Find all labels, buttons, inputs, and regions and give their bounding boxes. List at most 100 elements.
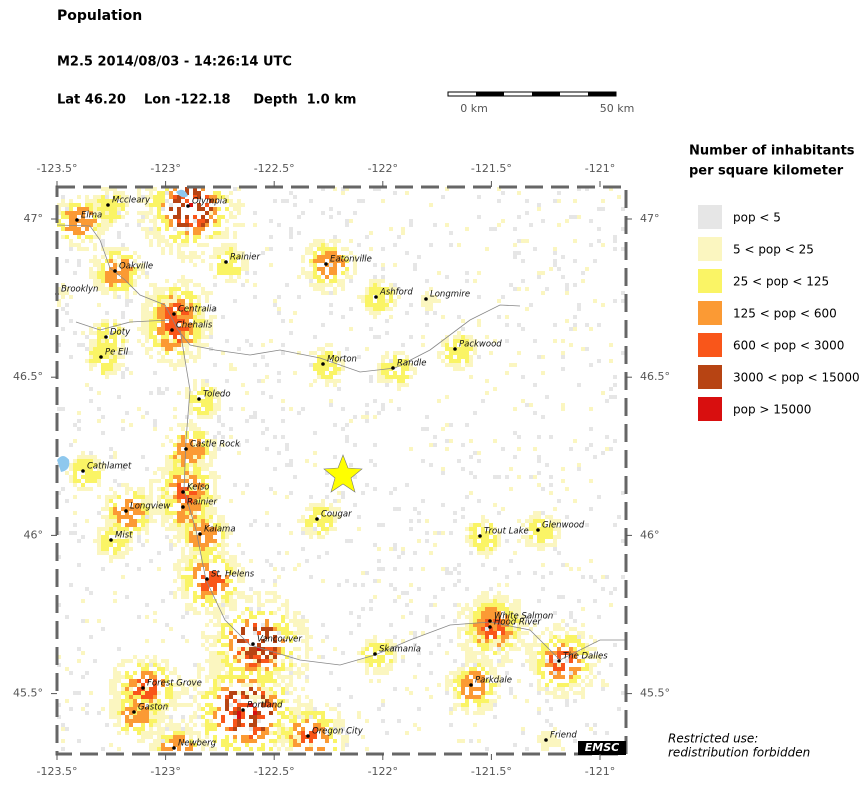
lat-label: 46.5° xyxy=(640,370,670,383)
city-label: Gaston xyxy=(138,703,168,713)
lat-label: 47° xyxy=(24,212,44,225)
city-dot xyxy=(453,347,457,351)
legend-swatch xyxy=(698,205,722,229)
city-label: Kelso xyxy=(187,483,210,493)
city-label: Oregon City xyxy=(312,727,364,737)
axes: -123.5° -123.5° -123° -123° -122.5° -122.5° -1… xyxy=(13,162,670,778)
city-label: Kalama xyxy=(204,525,236,535)
population-layer xyxy=(57,187,625,751)
city-label: Eatonville xyxy=(330,255,372,265)
legend-label: pop > 15000 xyxy=(733,403,811,417)
city-label: Elma xyxy=(81,211,102,221)
legend-label: 125 < pop < 600 xyxy=(733,307,837,321)
lat-label: 45.5° xyxy=(13,687,43,700)
legend-swatch xyxy=(698,333,722,357)
lon-label: -121° xyxy=(585,162,615,175)
city-dot xyxy=(373,652,377,656)
lat-label: 46.5° xyxy=(13,370,43,383)
lon-label: -122.5° xyxy=(254,765,295,778)
city-dot xyxy=(186,204,190,208)
legend-swatch xyxy=(698,269,722,293)
city-label: Rainier xyxy=(187,498,217,508)
city-label: Mist xyxy=(115,531,133,541)
lon-label: -121.5° xyxy=(471,162,512,175)
city-label: Hood River xyxy=(494,618,541,628)
city-dot xyxy=(81,469,85,473)
city-label: Packwood xyxy=(459,340,502,350)
city-dot xyxy=(172,312,176,316)
city-label: Vancouver xyxy=(257,635,302,645)
city-dot xyxy=(424,297,428,301)
map-frame xyxy=(55,185,628,756)
city-dot xyxy=(75,218,79,222)
lon-label: -123° xyxy=(150,765,180,778)
scale-start: 0 km xyxy=(460,102,488,115)
lon-label: -122° xyxy=(368,162,398,175)
city-label: Skamania xyxy=(379,645,421,655)
city-dot xyxy=(172,746,176,750)
legend-label: pop < 5 xyxy=(733,211,781,225)
city-dot xyxy=(104,335,108,339)
legend-label: 25 < pop < 125 xyxy=(733,275,829,289)
city-label: Brooklyn xyxy=(61,285,98,295)
city-label: Forest Grove xyxy=(147,679,202,689)
city-label: Olympia xyxy=(192,197,227,207)
city-dot xyxy=(141,686,145,690)
legend-swatch xyxy=(698,365,722,389)
lat-label: 46° xyxy=(640,528,660,541)
city-dot xyxy=(106,203,110,207)
city-label: Cathlamet xyxy=(87,462,132,472)
city-dot xyxy=(544,738,548,742)
city-dot xyxy=(205,577,209,581)
city-label: Toledo xyxy=(203,390,231,400)
city-dot xyxy=(321,362,325,366)
lon-label: -123.5° xyxy=(37,765,78,778)
city-dot xyxy=(224,260,228,264)
lon-label: -121.5° xyxy=(471,765,512,778)
lon-label: -123° xyxy=(150,162,180,175)
city-label: Rainier xyxy=(230,253,260,263)
city-label: The Dalles xyxy=(563,652,608,662)
rivers xyxy=(56,224,626,666)
city-dot xyxy=(198,532,202,536)
city-dot xyxy=(469,683,473,687)
city-label: Chehalis xyxy=(176,321,213,331)
legend-swatch xyxy=(698,301,722,325)
scale-end: 50 km xyxy=(600,102,635,115)
location-info: Lat 46.20 Lon -122.18 Depth 1.0 km xyxy=(57,93,356,108)
legend-label: 3000 < pop < 15000 xyxy=(733,371,860,385)
city-dot xyxy=(536,528,540,532)
city-label: Cougar xyxy=(321,510,352,520)
city-label: Friend xyxy=(550,731,577,741)
city-label: St. Helens xyxy=(211,570,255,580)
notice: Restricted use: xyxy=(668,732,758,746)
lon-label: -122° xyxy=(368,765,398,778)
lon-label: -122.5° xyxy=(254,162,295,175)
city-label: Portland xyxy=(247,701,283,711)
city-dot xyxy=(113,269,117,273)
city-label: Glenwood xyxy=(542,521,585,531)
city-label: Oakville xyxy=(119,262,153,272)
city-dot xyxy=(306,734,310,738)
scale-bar: 0 km 50 km xyxy=(447,91,635,115)
city-dot xyxy=(324,262,328,266)
city-label: Newberg xyxy=(178,739,217,749)
city-dot xyxy=(184,447,188,451)
lon-label: -121° xyxy=(585,765,615,778)
city-dot xyxy=(391,366,395,370)
map: Elma Mccleary Olympia Rainier Eatonville Oakv… xyxy=(55,185,628,756)
city-label: Centralia xyxy=(178,305,217,315)
city-label: Longview xyxy=(130,502,170,512)
city-label: Ashford xyxy=(379,288,413,298)
city-dot xyxy=(488,619,492,623)
cities: Elma Mccleary Olympia Rainier Eatonville Oakv… xyxy=(55,196,608,750)
legend-title: Number of inhabitants xyxy=(689,144,855,159)
legend-label: 5 < pop < 25 xyxy=(733,243,814,257)
city-label: Parkdale xyxy=(475,676,512,686)
city-dot xyxy=(557,659,561,663)
logo: EMSC xyxy=(585,741,619,754)
city-label: Doty xyxy=(110,328,131,338)
lon-label: -123.5° xyxy=(37,162,78,175)
city-dot xyxy=(170,328,174,332)
